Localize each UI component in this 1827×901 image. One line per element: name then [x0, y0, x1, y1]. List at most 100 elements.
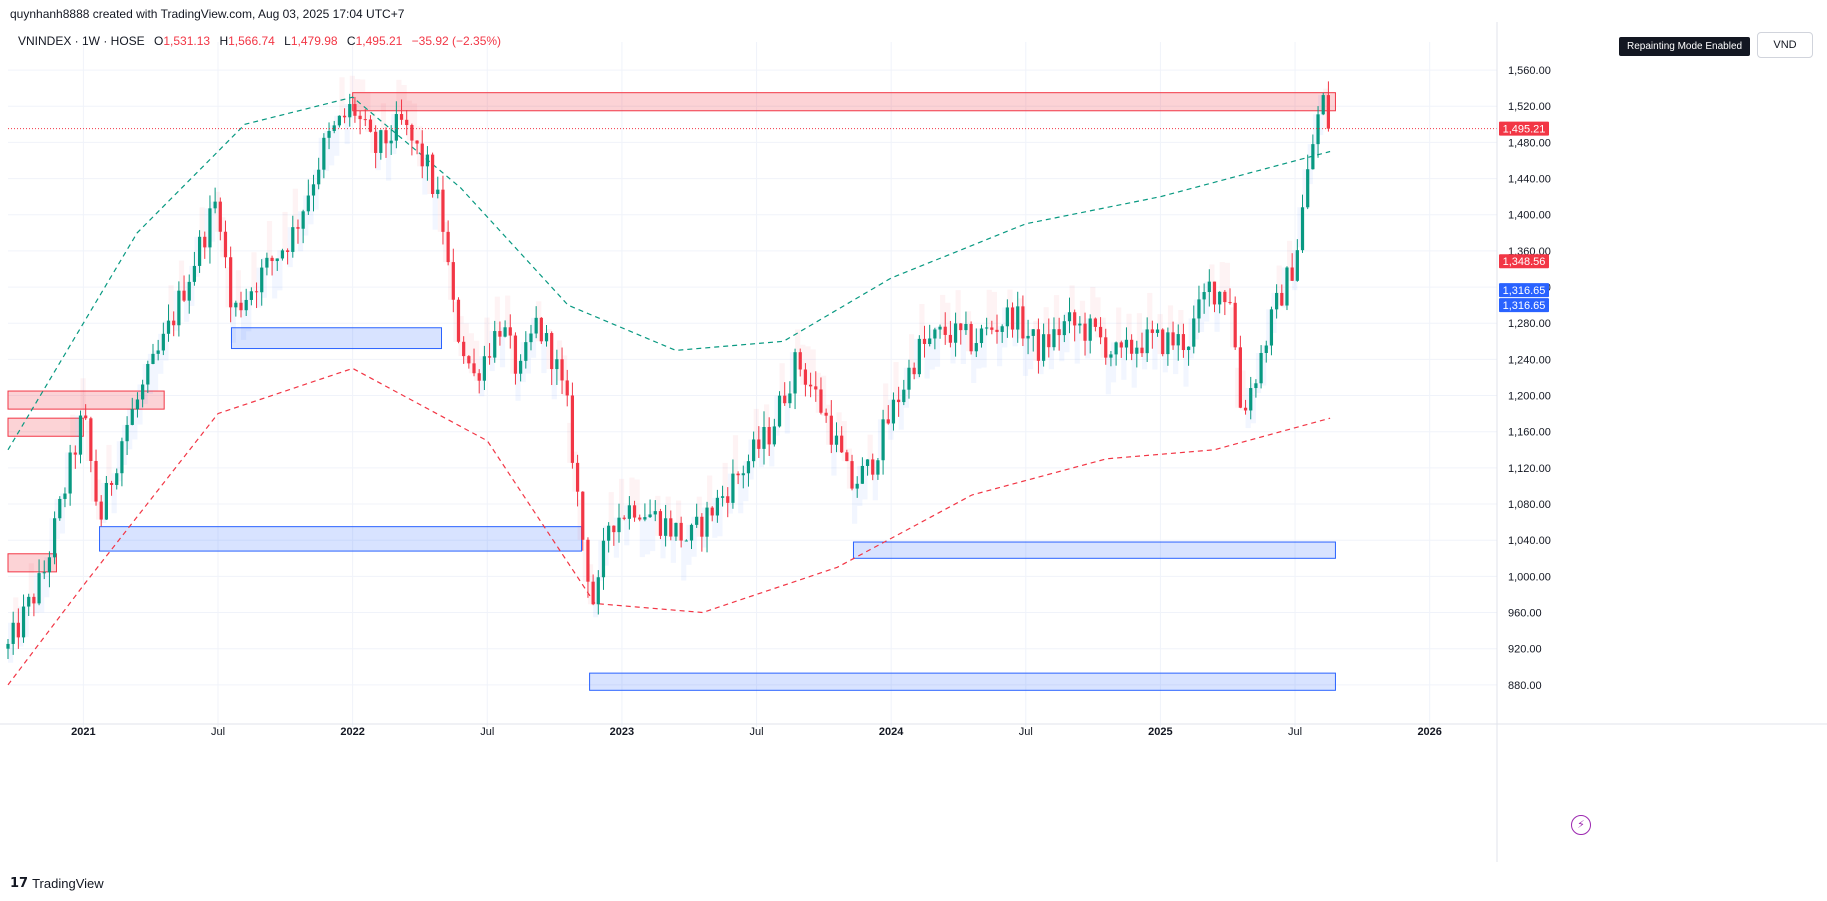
price-label: 1,495.21 — [1503, 124, 1546, 136]
trend-band — [743, 461, 749, 502]
trend-band — [106, 444, 112, 485]
candle-body — [1192, 318, 1196, 347]
trend-band — [1312, 114, 1319, 155]
trend-band — [370, 112, 376, 153]
trend-band — [494, 296, 500, 337]
trend-band — [530, 317, 537, 358]
trend-band — [1224, 262, 1231, 303]
candle-body — [68, 452, 72, 494]
candle-body — [1326, 95, 1331, 129]
y-tick-label: 1,480.00 — [1508, 137, 1551, 149]
candle-body — [1052, 329, 1056, 348]
flash-icon[interactable]: ⚡ — [1571, 815, 1591, 835]
candle-body — [1057, 329, 1061, 336]
trend-band — [360, 79, 366, 120]
candle-body — [617, 517, 621, 533]
trend-band — [510, 333, 516, 374]
x-tick-label: 2025 — [1148, 726, 1172, 738]
candle-body — [1000, 326, 1004, 332]
chart-area[interactable]: 880.00 920.00 960.00 1,000.00 1,040.00 1,080.… — [0, 22, 1827, 862]
trend-band — [670, 522, 676, 563]
candle-body — [969, 323, 973, 352]
candle-body — [1130, 339, 1134, 354]
trend-band — [1255, 352, 1262, 393]
low-value: 1,479.98 — [290, 34, 338, 48]
trend-band — [955, 290, 961, 331]
candle-body — [78, 415, 83, 455]
trend-band — [520, 342, 526, 383]
candle-body — [632, 505, 637, 518]
candle-body — [451, 262, 455, 300]
candle-body — [166, 320, 171, 334]
candle-body — [865, 459, 870, 466]
trend-curves — [7, 96, 1331, 686]
candle-body — [612, 525, 616, 533]
trend-band — [1095, 297, 1101, 338]
x-tick-label: 2024 — [879, 726, 904, 738]
trend-band — [981, 327, 987, 368]
trend-band — [1053, 295, 1060, 336]
trend-band — [432, 189, 438, 230]
trend-band — [323, 130, 330, 171]
candle-body — [1124, 339, 1129, 348]
trend-band — [1292, 250, 1298, 291]
price-chart-svg[interactable]: 880.00 920.00 960.00 1,000.00 1,040.00 1,080.… — [0, 22, 1827, 862]
footer-brand[interactable]: 𝟭𝟳 TradingView — [10, 875, 104, 891]
trend-band — [593, 577, 599, 618]
trend-band — [1204, 281, 1210, 322]
trend-band — [282, 211, 288, 252]
candle-body — [653, 511, 657, 515]
trend-band — [453, 301, 459, 342]
candle-body — [1321, 95, 1325, 115]
trend-band — [515, 360, 521, 401]
trend-band — [375, 130, 381, 171]
candle-body — [1114, 342, 1118, 355]
trend-band — [862, 459, 868, 500]
candle-body — [503, 327, 507, 337]
candle-body — [777, 395, 782, 427]
symbol-title[interactable]: VNINDEX · 1W · HOSE — [18, 34, 145, 48]
trend-band — [1131, 347, 1137, 388]
candle-body — [213, 201, 217, 209]
green-ma-curve — [7, 96, 1331, 451]
trend-band — [681, 540, 687, 581]
trend-band — [241, 299, 247, 340]
candle-body — [700, 516, 704, 537]
candle-body — [89, 418, 93, 461]
candle-body — [622, 517, 626, 519]
trend-band — [924, 338, 930, 379]
trend-band — [266, 221, 273, 262]
currency-button[interactable]: VND — [1757, 32, 1813, 58]
candle-body — [234, 302, 238, 308]
candle-body — [808, 384, 813, 387]
trend-band — [132, 399, 138, 440]
candle-body — [286, 250, 290, 252]
repainting-mode-badge: Repainting Mode Enabled — [1619, 37, 1751, 56]
candle-body — [348, 104, 352, 118]
candle-body — [197, 236, 202, 266]
candle-body — [1135, 347, 1139, 354]
support-zone — [230, 327, 443, 350]
candle-body — [203, 236, 207, 248]
trend-band — [246, 291, 252, 332]
candle-body — [1202, 292, 1206, 300]
candle-body — [156, 350, 160, 354]
trend-band — [587, 564, 594, 605]
symbol-legend[interactable]: VNINDEX · 1W · HOSE O1,531.13 H1,566.74 … — [18, 34, 501, 48]
trend-band — [111, 473, 117, 514]
price-label-bg — [1499, 254, 1549, 269]
y-tick-label: 920.00 — [1508, 644, 1542, 656]
trend-band — [805, 346, 811, 387]
candle-body — [1073, 312, 1077, 326]
trend-band — [458, 316, 464, 357]
trend-band — [158, 333, 164, 374]
trend-band — [701, 507, 708, 548]
trend-band — [256, 267, 262, 308]
candle-body — [487, 356, 492, 358]
trend-band — [960, 323, 966, 364]
candle-body — [1238, 347, 1242, 408]
trend-band — [1121, 339, 1127, 380]
candle-body — [1280, 292, 1284, 306]
candle-body — [876, 460, 880, 475]
candle-body — [296, 227, 300, 229]
